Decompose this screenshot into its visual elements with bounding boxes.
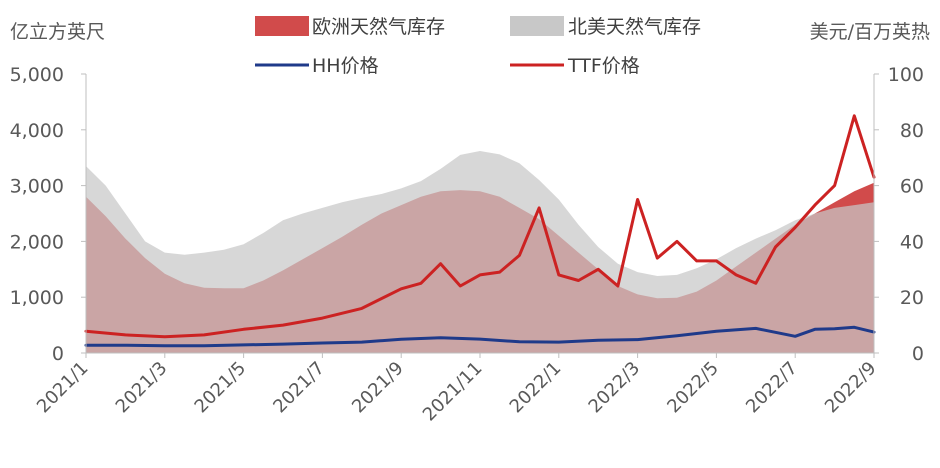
legend-label-ttf-price: TTF价格 [567,55,640,77]
x-tick-label: 2021/3 [112,358,172,418]
x-tick-label: 2022/5 [663,358,723,418]
area-series-na-storage [86,151,874,353]
y-left-tick-label: 1,000 [10,287,64,309]
y-right-tick-label: 100 [888,64,924,86]
axis-layer [81,73,879,358]
legend-swatch-europe-storage [255,16,309,36]
x-tick-label: 2022/7 [742,358,802,418]
y-right-tick-label: 40 [900,231,924,253]
y-right-tick-label: 20 [900,287,924,309]
x-tick-label: 2021/9 [348,358,408,418]
x-tick-label: 2021/5 [191,358,251,418]
x-tick-label: 2021/11 [419,358,487,426]
legend-label-na-storage: 北美天然气库存 [568,16,701,38]
legend-label-europe-storage: 欧洲天然气库存 [312,16,445,38]
legend-label-hh-price: HH价格 [312,55,379,77]
y-left-axis-title: 亿立方英尺 [10,21,105,43]
y-left-tick-label: 3,000 [10,176,64,198]
y-left-tick-label: 4,000 [10,120,64,142]
line-series-hh-price [84,325,876,348]
x-tick-label: 2022/1 [506,358,566,418]
y-right-axis-title: 美元/百万英热 [810,21,930,43]
y-left-tick-label: 2,000 [10,231,64,253]
x-tick-label: 2022/3 [585,358,645,418]
legend: 欧洲天然气库存 北美天然气库存 HH价格 TTF价格 [255,16,701,77]
y-left-tick-label: 5,000 [10,64,64,86]
y-right-tick-label: 60 [900,176,924,198]
line-layer [84,114,876,348]
y-right-tick-label: 0 [912,343,924,365]
legend-swatch-na-storage [510,16,564,36]
x-tick-label: 2022/9 [821,358,881,418]
y-left-tick-label: 0 [52,343,64,365]
y-right-tick-label: 80 [900,120,924,142]
area-layer [86,151,874,353]
x-tick-label: 2021/1 [33,358,93,418]
x-tick-label: 2021/7 [269,358,329,418]
line-series-ttf-price [84,114,876,339]
